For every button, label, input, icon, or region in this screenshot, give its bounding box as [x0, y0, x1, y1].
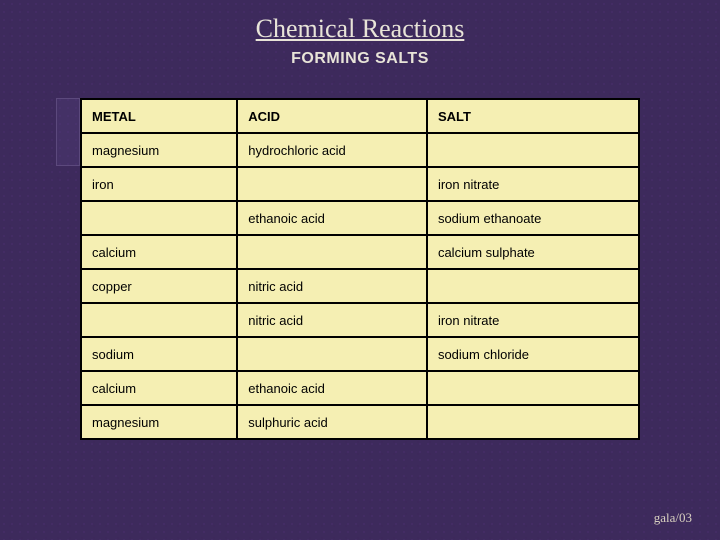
- table-row: iron iron nitrate: [81, 167, 639, 201]
- slide-footer: gala/03: [654, 510, 692, 526]
- col-header-metal: METAL: [81, 99, 237, 133]
- cell-salt: calcium sulphate: [427, 235, 639, 269]
- cell-metal: calcium: [81, 235, 237, 269]
- decorative-side-bar: [56, 98, 80, 166]
- table-row: magnesium sulphuric acid: [81, 405, 639, 439]
- salts-table: METAL ACID SALT magnesium hydrochloric a…: [80, 98, 640, 440]
- cell-metal: sodium: [81, 337, 237, 371]
- table-row: ethanoic acid sodium ethanoate: [81, 201, 639, 235]
- cell-acid: nitric acid: [237, 269, 427, 303]
- cell-salt: sodium chloride: [427, 337, 639, 371]
- table-header-row: METAL ACID SALT: [81, 99, 639, 133]
- cell-metal: [81, 201, 237, 235]
- cell-metal: copper: [81, 269, 237, 303]
- table-row: copper nitric acid: [81, 269, 639, 303]
- cell-acid: [237, 337, 427, 371]
- col-header-acid: ACID: [237, 99, 427, 133]
- cell-salt: [427, 269, 639, 303]
- cell-acid: [237, 167, 427, 201]
- cell-salt: [427, 405, 639, 439]
- col-header-salt: SALT: [427, 99, 639, 133]
- slide-title: Chemical Reactions: [0, 0, 720, 44]
- cell-salt: iron nitrate: [427, 303, 639, 337]
- table-row: magnesium hydrochloric acid: [81, 133, 639, 167]
- cell-acid: ethanoic acid: [237, 201, 427, 235]
- cell-acid: hydrochloric acid: [237, 133, 427, 167]
- cell-acid: [237, 235, 427, 269]
- cell-acid: ethanoic acid: [237, 371, 427, 405]
- cell-metal: [81, 303, 237, 337]
- salts-table-container: METAL ACID SALT magnesium hydrochloric a…: [80, 98, 640, 440]
- table-row: calcium ethanoic acid: [81, 371, 639, 405]
- table-row: sodium sodium chloride: [81, 337, 639, 371]
- cell-acid: nitric acid: [237, 303, 427, 337]
- cell-metal: magnesium: [81, 405, 237, 439]
- table-row: nitric acid iron nitrate: [81, 303, 639, 337]
- cell-metal: magnesium: [81, 133, 237, 167]
- table-row: calcium calcium sulphate: [81, 235, 639, 269]
- cell-metal: iron: [81, 167, 237, 201]
- slide-subtitle: FORMING SALTS: [0, 50, 720, 68]
- cell-acid: sulphuric acid: [237, 405, 427, 439]
- cell-salt: [427, 371, 639, 405]
- cell-salt: sodium ethanoate: [427, 201, 639, 235]
- cell-metal: calcium: [81, 371, 237, 405]
- cell-salt: [427, 133, 639, 167]
- cell-salt: iron nitrate: [427, 167, 639, 201]
